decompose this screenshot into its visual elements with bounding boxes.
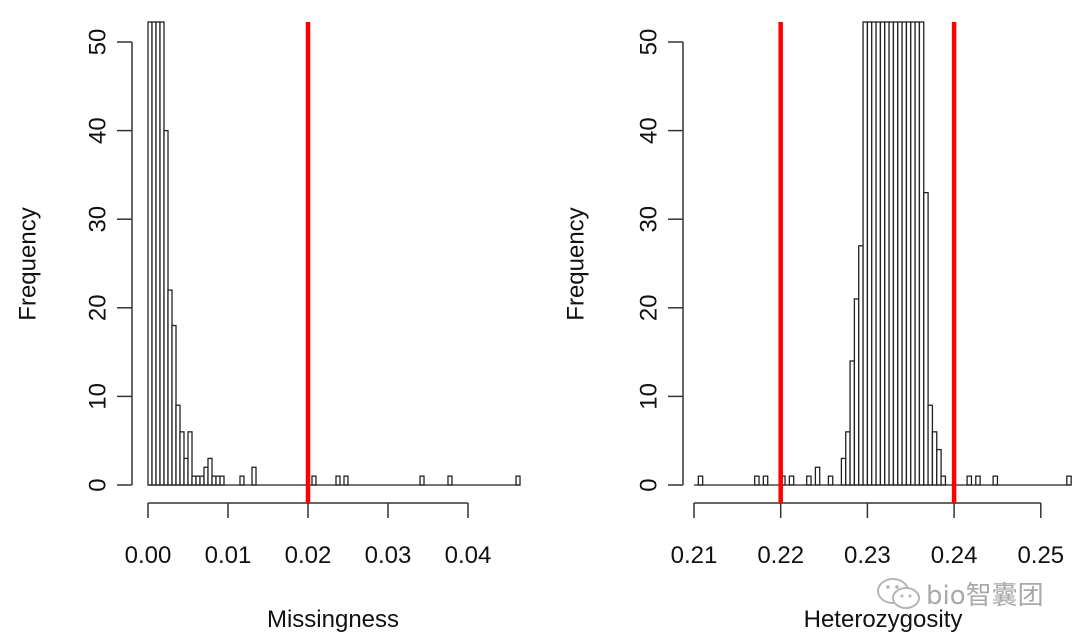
y-axis-title: Frequency bbox=[563, 207, 590, 320]
watermark-text: bio智囊团 bbox=[926, 581, 1044, 611]
histogram-bar bbox=[871, 21, 877, 486]
histogram-bar bbox=[866, 21, 873, 486]
histogram-bar bbox=[892, 21, 899, 486]
watermark: bio智囊团 bbox=[876, 575, 1044, 612]
histogram-bar bbox=[936, 448, 942, 486]
y-tick-label: 50 bbox=[85, 29, 112, 56]
histogram-bar bbox=[845, 431, 851, 486]
y-tick-label: 40 bbox=[85, 117, 112, 144]
histogram-bar bbox=[862, 21, 869, 486]
histogram-bar bbox=[888, 21, 895, 486]
histogram-bar bbox=[697, 475, 704, 486]
y-tick-label: 10 bbox=[636, 383, 663, 410]
missingness-histogram: 0 10 20 30 40 50 Frequency 0.00 0.01 0.02 0.03 0.04… bbox=[15, 21, 521, 633]
y-tick-label: 0 bbox=[636, 478, 663, 491]
histogram-bar bbox=[219, 475, 225, 486]
x-tick-label: 0.04 bbox=[445, 542, 492, 569]
y-axis: 0 10 20 30 40 50 bbox=[85, 29, 133, 492]
histogram-bar bbox=[914, 21, 921, 486]
histogram-bar bbox=[849, 360, 856, 486]
x-tick-label: 0.03 bbox=[365, 542, 412, 569]
histogram-bar bbox=[858, 245, 864, 486]
histogram-bar bbox=[853, 298, 860, 486]
x-tick-label: 0.01 bbox=[205, 542, 252, 569]
histogram-bar bbox=[788, 475, 795, 486]
histogram-bar bbox=[931, 431, 938, 486]
histogram-bar bbox=[918, 21, 925, 486]
y-tick-label: 30 bbox=[636, 206, 663, 233]
x-axis: 0.00 0.01 0.02 0.03 0.04 bbox=[125, 502, 492, 569]
x-tick-label: 0.02 bbox=[285, 542, 332, 569]
histogram-bar bbox=[827, 475, 834, 486]
histogram-bars bbox=[697, 21, 1072, 486]
heterozygosity-histogram: 0 10 20 30 40 50 Frequency 0.21 0.22 0.23 0.24 0.25… bbox=[563, 21, 1072, 633]
y-axis-title: Frequency bbox=[15, 207, 42, 320]
histogram-bar bbox=[754, 475, 760, 486]
x-axis-title: Heterozygosity bbox=[804, 606, 963, 633]
histogram-bar bbox=[251, 466, 257, 486]
histogram-bar bbox=[879, 21, 886, 486]
histogram-bar bbox=[940, 475, 947, 486]
histogram-bar bbox=[335, 475, 341, 486]
histogram-bar bbox=[762, 475, 769, 486]
y-tick-label: 50 bbox=[636, 29, 663, 56]
y-axis: 0 10 20 30 40 50 bbox=[636, 29, 684, 492]
x-tick-label: 0.21 bbox=[671, 542, 718, 569]
histogram-bar bbox=[884, 21, 890, 486]
histogram-bar bbox=[966, 475, 973, 486]
x-tick-label: 0.00 bbox=[125, 542, 172, 569]
histogram-bar bbox=[897, 21, 903, 486]
histogram-bar bbox=[814, 466, 821, 486]
y-tick-label: 0 bbox=[85, 478, 112, 491]
y-tick-label: 20 bbox=[636, 294, 663, 321]
x-axis: 0.21 0.22 0.23 0.24 0.25 bbox=[671, 502, 1064, 569]
y-tick-label: 30 bbox=[85, 206, 112, 233]
histogram-bar bbox=[343, 475, 349, 486]
histogram-bar bbox=[910, 21, 916, 486]
histogram-bar bbox=[927, 404, 934, 486]
histogram-bar bbox=[992, 475, 999, 486]
histogram-bar bbox=[806, 475, 812, 486]
histogram-bar bbox=[901, 21, 908, 486]
y-tick-label: 20 bbox=[85, 294, 112, 321]
y-tick-label: 40 bbox=[636, 117, 663, 144]
histogram-bar bbox=[840, 457, 847, 486]
x-tick-label: 0.22 bbox=[757, 542, 804, 569]
wechat-icon bbox=[877, 577, 920, 609]
histogram-bar bbox=[419, 475, 425, 486]
histogram-bar bbox=[1066, 475, 1072, 486]
x-tick-label: 0.23 bbox=[844, 542, 891, 569]
x-tick-label: 0.24 bbox=[931, 542, 978, 569]
histogram-bar bbox=[923, 191, 929, 486]
histogram-bar bbox=[905, 21, 912, 486]
histogram-bar bbox=[447, 475, 453, 486]
histogram-bar bbox=[515, 475, 521, 486]
histogram-bar bbox=[975, 475, 981, 486]
y-tick-label: 10 bbox=[85, 383, 112, 410]
x-axis-title: Missingness bbox=[267, 606, 399, 633]
x-tick-label: 0.25 bbox=[1017, 542, 1064, 569]
histogram-bar bbox=[311, 475, 317, 486]
histogram-bar bbox=[239, 475, 245, 486]
histogram-bar bbox=[875, 21, 882, 486]
histogram-bars bbox=[147, 21, 521, 486]
